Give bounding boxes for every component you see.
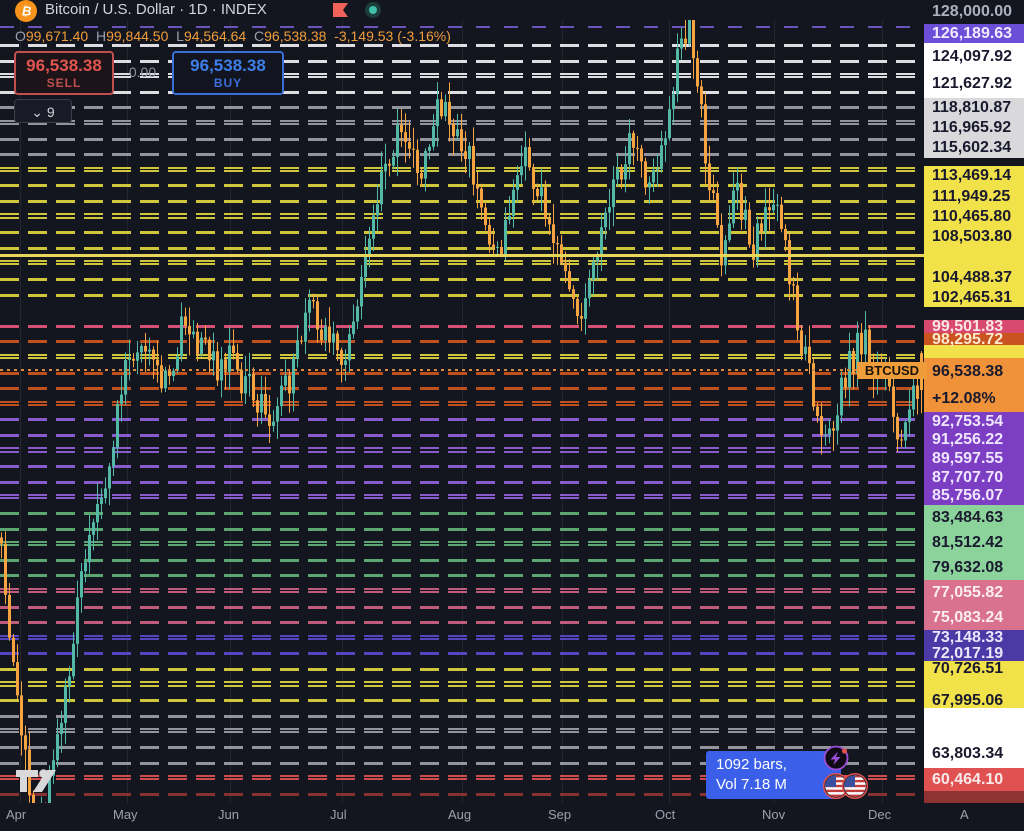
svg-text:B: B: [22, 3, 31, 18]
